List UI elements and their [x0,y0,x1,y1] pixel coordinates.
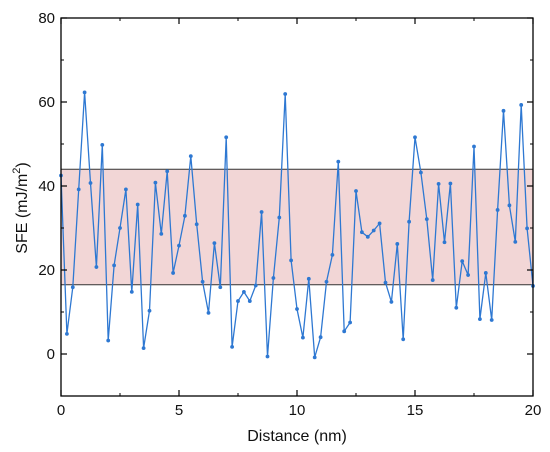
data-point [65,331,69,336]
data-point [460,259,465,264]
data-point [513,239,518,244]
data-point [306,276,311,281]
data-point [129,289,134,294]
data-point [100,142,105,147]
data-point [212,241,217,246]
data-point [436,182,441,186]
x-tick-label: 0 [57,402,65,419]
data-point [301,335,305,340]
data-point [159,231,164,236]
data-point [277,215,282,220]
data-point [478,317,482,322]
x-axis-title: Distance (nm) [247,428,347,445]
data-point [230,344,235,349]
x-tick-label: 15 [407,402,424,419]
data-point [124,187,128,192]
data-point [442,240,447,245]
data-point [106,338,111,343]
data-point [383,280,388,285]
data-point [265,354,270,359]
data-point [242,289,246,294]
x-tick-label: 10 [289,402,306,419]
data-point [236,299,240,303]
data-point [318,335,323,340]
data-point [348,320,352,325]
y-tick-label: 20 [38,262,55,279]
data-point [507,203,512,208]
data-point [454,305,459,310]
data-point [76,187,81,192]
data-point [259,210,264,214]
data-point [112,263,116,268]
data-point [389,300,394,304]
data-point [177,243,181,248]
data-point [466,273,470,277]
data-point [324,279,329,284]
y-tick-label: 80 [38,10,55,27]
data-point [472,144,476,149]
data-point [183,213,187,218]
data-point [430,278,435,282]
data-point [271,276,276,280]
data-point [147,308,152,313]
data-point [401,337,406,342]
data-point [200,279,205,284]
data-point [194,222,199,227]
y-tick-label: 60 [38,94,55,111]
data-point [224,135,229,140]
data-point [118,226,122,230]
data-point [295,307,299,311]
data-point [70,285,75,290]
data-point [253,283,258,288]
x-tick-label: 20 [525,402,542,419]
data-point [424,217,429,222]
data-point [171,271,176,275]
data-point [525,226,529,231]
data-point [283,92,288,96]
data-point [289,258,293,263]
data-point [448,181,453,186]
data-point [519,103,524,107]
data-point [247,299,252,303]
y-tick-label: 0 [47,346,55,363]
data-point [153,180,158,185]
data-point [94,265,99,269]
data-point [88,181,93,185]
data-point [165,169,170,174]
data-point [377,221,382,226]
data-point [330,252,335,257]
data-point [360,230,364,235]
data-point [218,285,223,290]
data-point [489,318,494,322]
data-point [419,170,423,175]
y-axis-title: SFE (mJ/m2) [11,162,31,253]
data-point [413,135,417,140]
data-point [135,202,140,207]
data-point [336,159,341,164]
data-point [188,154,193,159]
shaded-band [61,169,533,285]
data-point [206,310,211,315]
data-point [407,219,411,224]
data-point [82,90,87,95]
data-point [365,234,370,239]
x-tick-label: 5 [175,402,183,419]
y-axis-title-close: ) [14,162,31,167]
data-point [371,228,376,233]
y-tick-label: 40 [38,178,55,195]
data-point [483,271,488,275]
data-point [354,189,358,193]
data-point [312,355,317,360]
data-point [342,329,347,334]
data-point [141,346,146,351]
data-point [501,108,506,113]
data-point [495,208,500,212]
data-point [395,242,400,246]
y-axis-title-main: SFE (mJ/m [14,174,31,254]
y-axis-title-sup: 2 [11,168,23,174]
